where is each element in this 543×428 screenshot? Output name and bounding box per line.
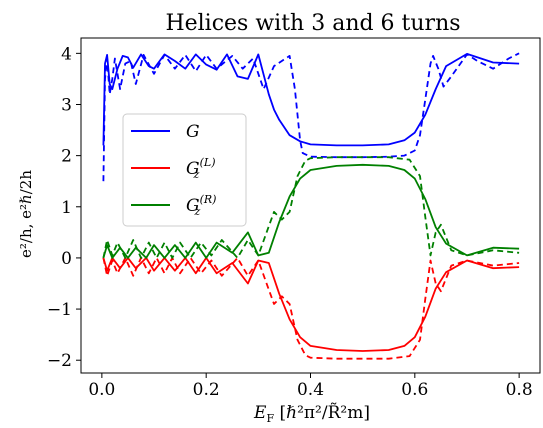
x-axis-label: EF [ℏ²π²/R̃²m] — [253, 403, 370, 425]
x-tick-label: 0.8 — [506, 380, 533, 400]
legend-label: G(R) z — [186, 193, 216, 218]
x-axis-label-units: [ℏ²π²/R̃²m] — [279, 403, 369, 423]
series-line-GR_6 — [102, 156, 520, 259]
y-tick-label: 3 — [61, 95, 72, 115]
y-tick-label: 4 — [61, 44, 72, 64]
x-tick-label: 0.2 — [193, 380, 220, 400]
axes: 0.0 0.2 0.4 0.6 0.8 −2 −1 0 1 2 3 4 — [47, 37, 541, 400]
chart-title: Helices with 3 and 6 turns — [165, 11, 460, 36]
legend-label: G(L) z — [186, 156, 215, 181]
y-tick-label: 1 — [61, 198, 72, 218]
x-axis-label-sub: F — [266, 412, 274, 425]
y-tick-label: 2 — [61, 147, 72, 167]
y-tick-label: −1 — [47, 300, 72, 320]
x-tick-label: 0.0 — [88, 380, 115, 400]
series-line-GL_6 — [102, 257, 520, 360]
series-line-GL_3 — [102, 257, 520, 352]
legend-label: G — [186, 122, 200, 142]
x-axis-label-main: E — [253, 403, 267, 423]
legend-box — [122, 113, 247, 227]
plot-lines — [102, 52, 520, 360]
x-tick-label: 0.4 — [297, 380, 324, 400]
legend: G G(L) z G(R) z — [122, 113, 247, 227]
series-line-G_6 — [102, 52, 520, 182]
series-line-G_3 — [102, 53, 520, 147]
y-axis-label: e²/h, e²ℏ/2h — [17, 170, 35, 258]
y-tick-label: 0 — [61, 249, 72, 269]
y-tick-label: −2 — [47, 351, 72, 371]
x-tick-label: 0.6 — [401, 380, 428, 400]
